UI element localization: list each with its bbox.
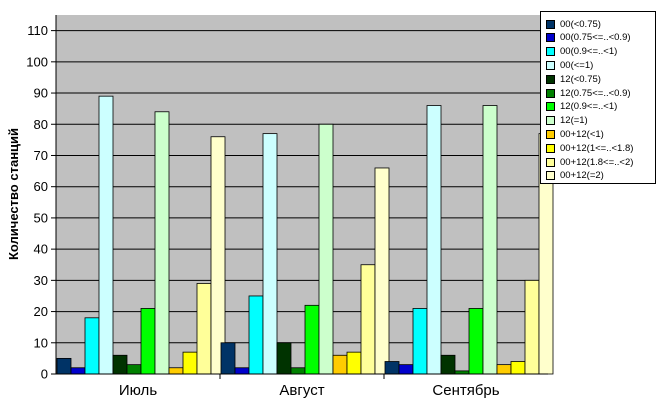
legend-swatch xyxy=(546,102,555,112)
bar xyxy=(318,123,334,375)
bar xyxy=(182,351,198,375)
legend-swatch xyxy=(546,74,555,84)
bar xyxy=(346,351,362,375)
legend-item: 12(0.75<=..<0.9) xyxy=(546,87,631,99)
legend-label: 00+12(<1) xyxy=(560,128,604,140)
y-tick-label: 50 xyxy=(34,210,48,225)
legend-label: 12(=1) xyxy=(560,115,588,127)
legend-swatch xyxy=(546,60,555,70)
bar xyxy=(510,361,526,375)
bar xyxy=(426,105,442,375)
y-tick-label: 0 xyxy=(41,367,48,382)
bar xyxy=(56,357,72,375)
y-tick-label: 10 xyxy=(34,335,48,350)
y-tick-label: 110 xyxy=(27,23,48,38)
bar xyxy=(262,133,278,375)
legend-swatch xyxy=(546,171,555,181)
legend-swatch xyxy=(546,143,555,153)
bar xyxy=(304,304,320,375)
legend-swatch xyxy=(546,116,555,126)
y-axis-title: Количество станций xyxy=(6,128,21,260)
bar xyxy=(196,283,212,375)
bar xyxy=(374,167,390,375)
legend-item: 00(0.75<=..<0.9) xyxy=(546,32,631,44)
bar xyxy=(332,354,348,375)
legend-item: 00+12(=2) xyxy=(546,170,604,182)
plot-area xyxy=(56,15,548,374)
y-tick-label: 30 xyxy=(34,273,48,288)
bar xyxy=(496,364,512,375)
bar xyxy=(468,308,484,375)
legend-swatch xyxy=(546,47,555,57)
legend-label: 12(<0.75) xyxy=(560,73,601,85)
legend-swatch xyxy=(546,88,555,98)
bar xyxy=(112,354,128,375)
legend-item: 00(0.9<=..<1) xyxy=(546,46,617,58)
legend: 00(<0.75) 00(0.75<=..<0.9) 00(0.9<=..<1) 00… xyxy=(540,11,656,184)
legend-item: 00(<0.75) xyxy=(546,18,601,30)
legend-item: 00+12(1.8<=..<2) xyxy=(546,156,633,168)
legend-item: 00(<=1) xyxy=(546,59,593,71)
bar xyxy=(234,367,250,375)
y-tick-label: 100 xyxy=(26,54,48,69)
bar xyxy=(84,317,100,375)
bar xyxy=(220,342,236,375)
x-category-label: Сентябрь xyxy=(432,382,499,399)
bar xyxy=(412,308,428,375)
legend-item: 00+12(<1) xyxy=(546,128,604,140)
bar xyxy=(384,361,400,375)
legend-label: 00+12(1.8<=..<2) xyxy=(560,156,634,168)
y-tick-label: 40 xyxy=(34,242,48,257)
legend-item: 12(=1) xyxy=(546,115,588,127)
bar xyxy=(482,105,498,375)
legend-item: 12(0.9<=..<1) xyxy=(546,101,617,113)
y-tick-label: 70 xyxy=(34,148,48,163)
legend-swatch xyxy=(546,129,555,139)
legend-label: 00+12(=2) xyxy=(560,170,604,182)
bar xyxy=(98,95,114,375)
legend-swatch xyxy=(546,19,555,29)
legend-label: 12(0.75<=..<0.9) xyxy=(560,87,631,99)
bars xyxy=(56,95,554,375)
legend-swatch xyxy=(546,157,555,167)
bar xyxy=(276,342,292,375)
bar xyxy=(290,367,306,375)
legend-label: 12(0.9<=..<1) xyxy=(560,101,618,113)
legend-item: 12(<0.75) xyxy=(546,73,601,85)
y-tick-label: 20 xyxy=(34,304,48,319)
bar xyxy=(154,111,170,375)
bar xyxy=(140,308,156,375)
x-category-label: Август xyxy=(279,382,324,399)
x-ticks: Июль Август Сентябрь xyxy=(119,374,500,399)
x-category-label: Июль xyxy=(119,382,157,399)
bar xyxy=(440,354,456,375)
bar xyxy=(360,264,376,375)
legend-label: 00+12(1<=..<1.8) xyxy=(560,142,634,154)
bar xyxy=(70,367,86,375)
legend-item: 00+12(1<=..<1.8) xyxy=(546,142,633,154)
bar xyxy=(398,364,414,375)
bar xyxy=(168,367,184,375)
legend-label: 00(<0.75) xyxy=(560,18,601,30)
legend-label: 00(0.9<=..<1) xyxy=(560,46,618,58)
legend-swatch xyxy=(546,33,555,43)
legend-label: 00(0.75<=..<0.9) xyxy=(560,32,631,44)
y-tick-label: 90 xyxy=(34,86,48,101)
bar xyxy=(524,279,540,375)
legend-label: 00(<=1) xyxy=(560,59,594,71)
bar xyxy=(248,295,264,375)
bar xyxy=(126,364,142,375)
bar xyxy=(210,136,226,375)
y-tick-label: 60 xyxy=(34,179,48,194)
y-ticks: 0 10 20 30 40 50 60 70 80 90 100 110 xyxy=(26,23,56,382)
gridlines xyxy=(56,30,548,344)
y-tick-label: 80 xyxy=(34,117,48,132)
